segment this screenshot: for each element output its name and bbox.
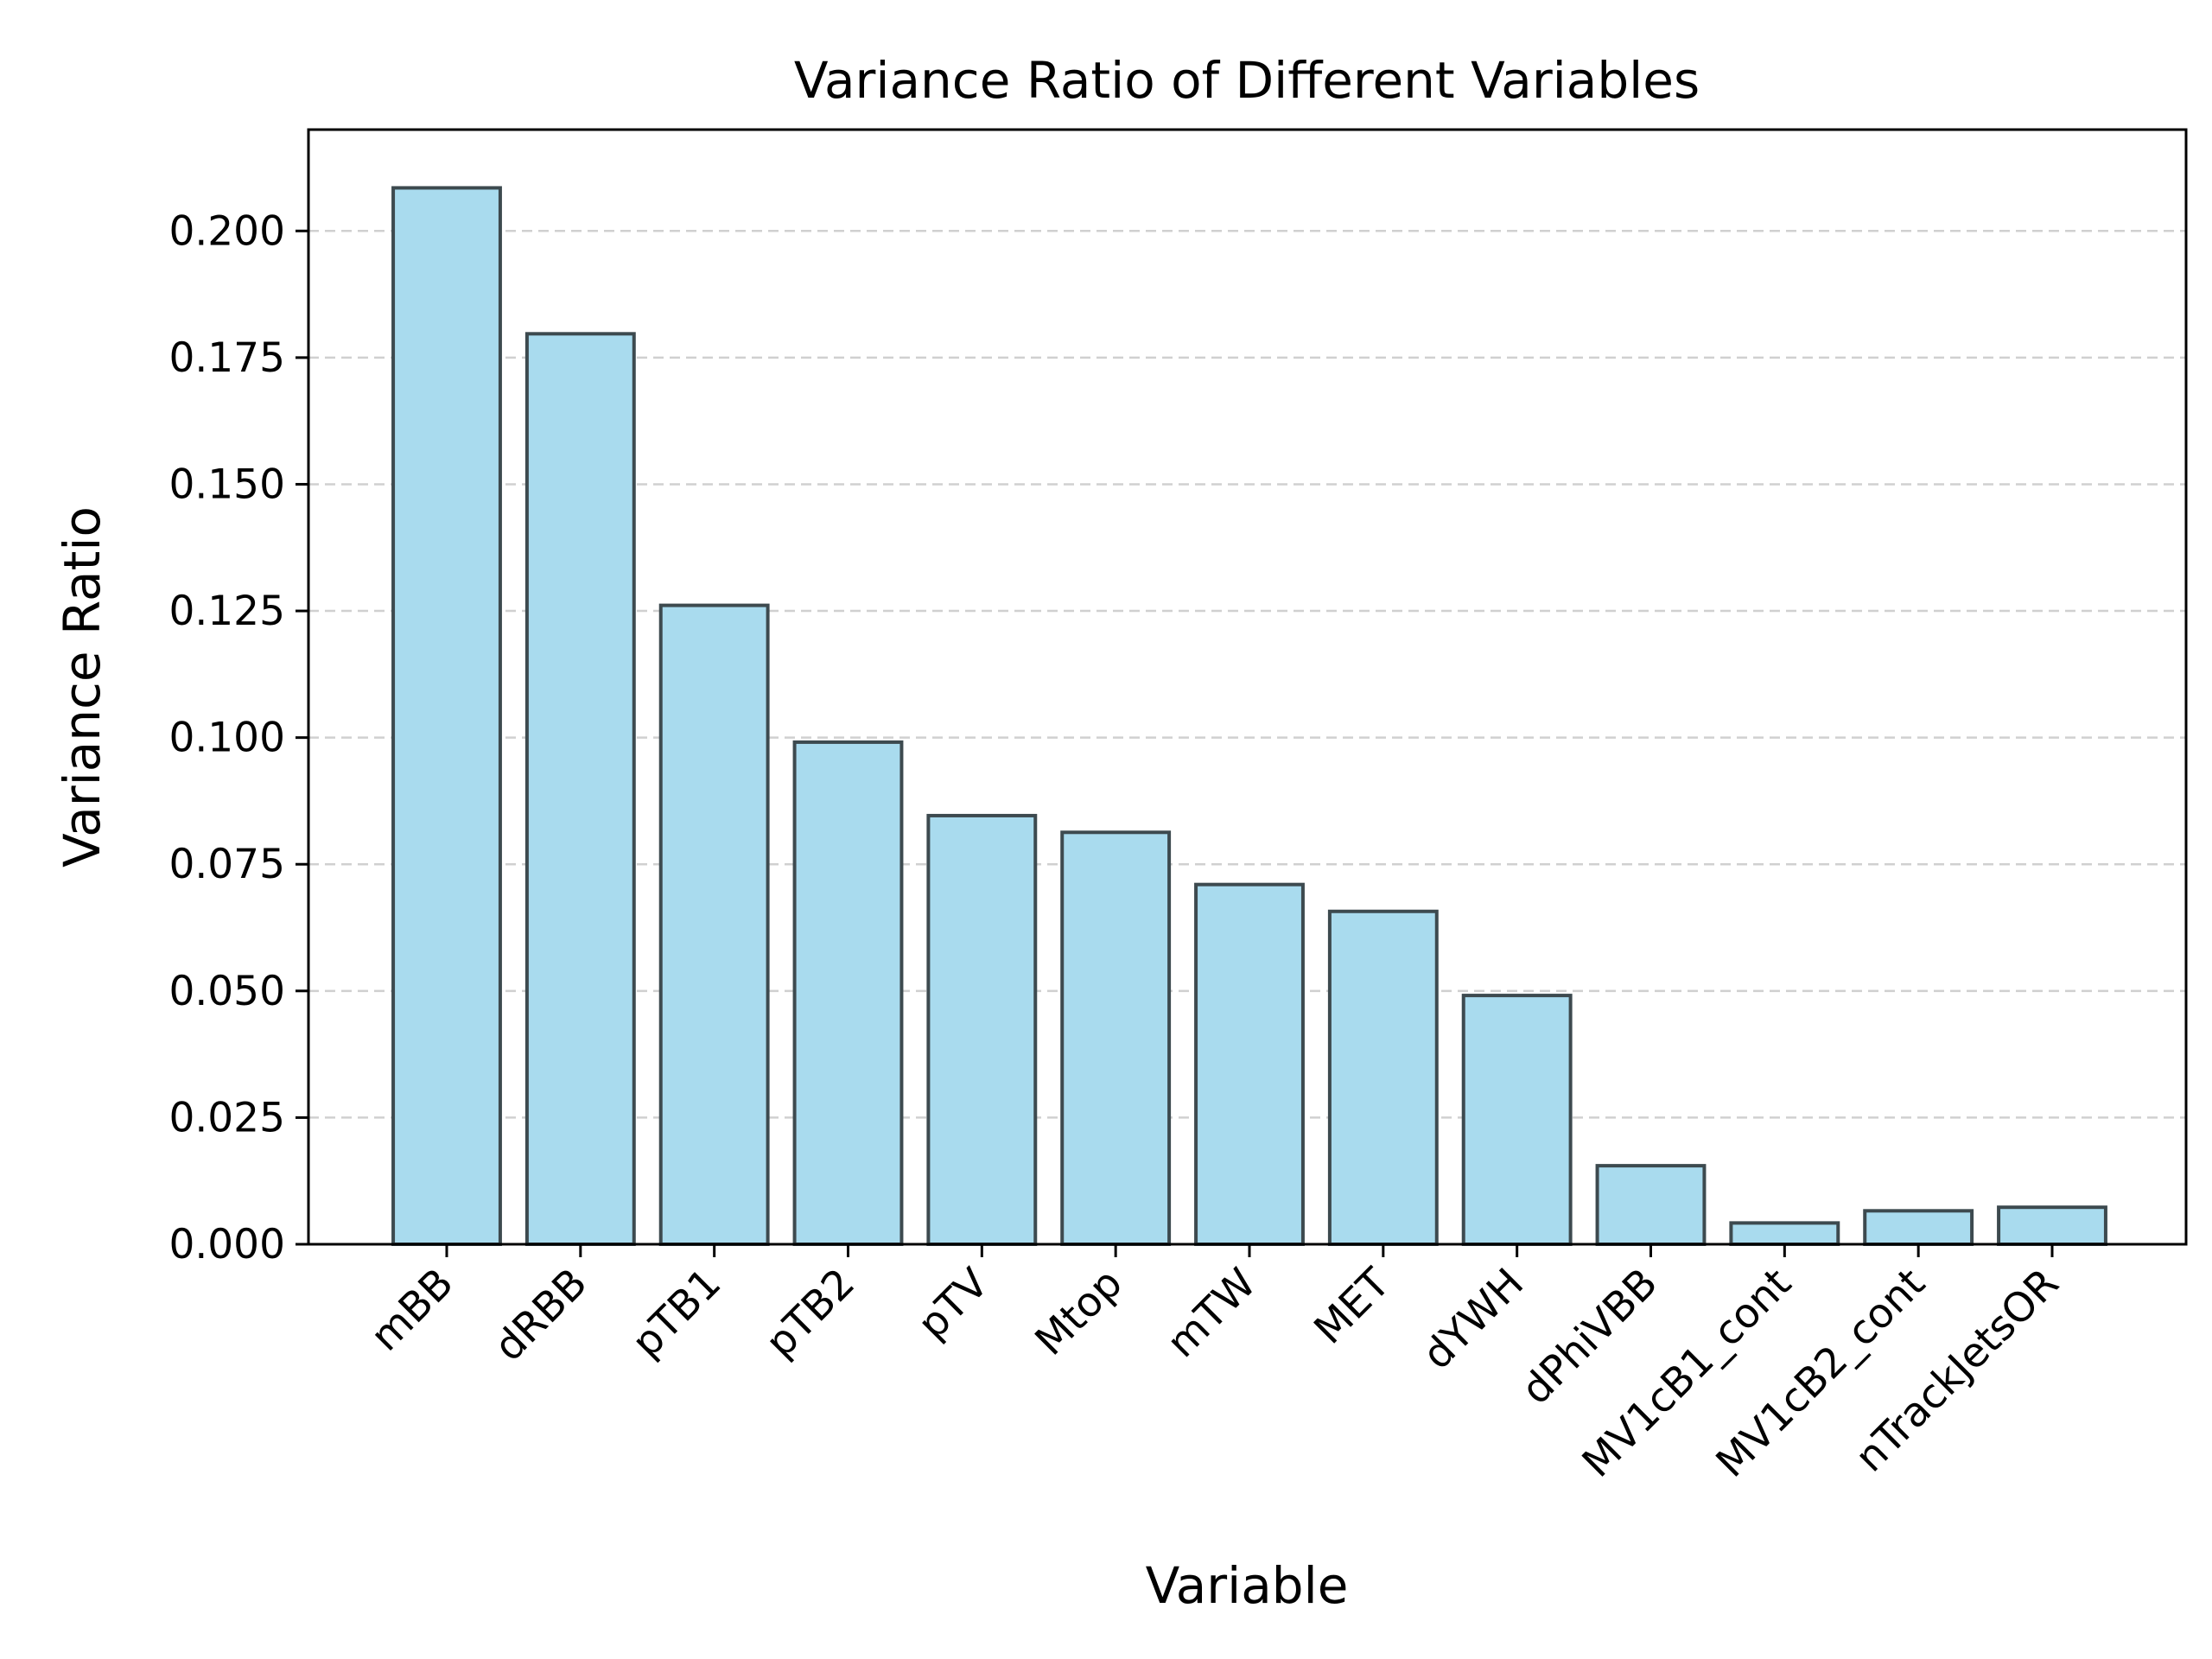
bar-MET [1327,909,1439,1246]
bar-nTrackJetsOR [1997,1205,2107,1246]
bar-MV1cB2_cont [1863,1209,1974,1247]
bar-mBB [391,186,502,1247]
y-tick-label: 0.125 [168,588,285,635]
x-axis-label: Variable [1146,1556,1349,1615]
chart-title: Variance Ratio of Different Variables [794,51,1700,110]
y-tick-label: 0.025 [168,1094,285,1141]
bar-dYWH [1461,994,1573,1246]
plot-frame [307,128,2188,1246]
bar-pTV [926,813,1038,1246]
y-tick-label: 0.175 [168,334,285,382]
bar-pTB2 [792,740,904,1246]
y-tick-label: 0.000 [168,1221,285,1268]
bars-layer [391,186,2107,1247]
y-tick-label: 0.050 [168,968,285,1015]
bar-MV1cB1_cont [1729,1221,1840,1246]
bar-pTB1 [658,603,770,1246]
bar-dRBB [524,332,636,1246]
bar-dPhiVBB [1595,1164,1707,1247]
y-axis-label: Variance Ratio [53,506,111,868]
y-tick-label: 0.150 [168,461,285,508]
y-tick-label: 0.100 [168,715,285,762]
bar-Mtop [1060,830,1172,1246]
y-tick-label: 0.200 [168,207,285,255]
bar-mTW [1194,882,1305,1246]
y-tick-label: 0.075 [168,841,285,888]
y-axis-ticks: 0.000 0.025 0.050 0.075 0.100 0.125 0.150 0.175… [168,207,308,1268]
